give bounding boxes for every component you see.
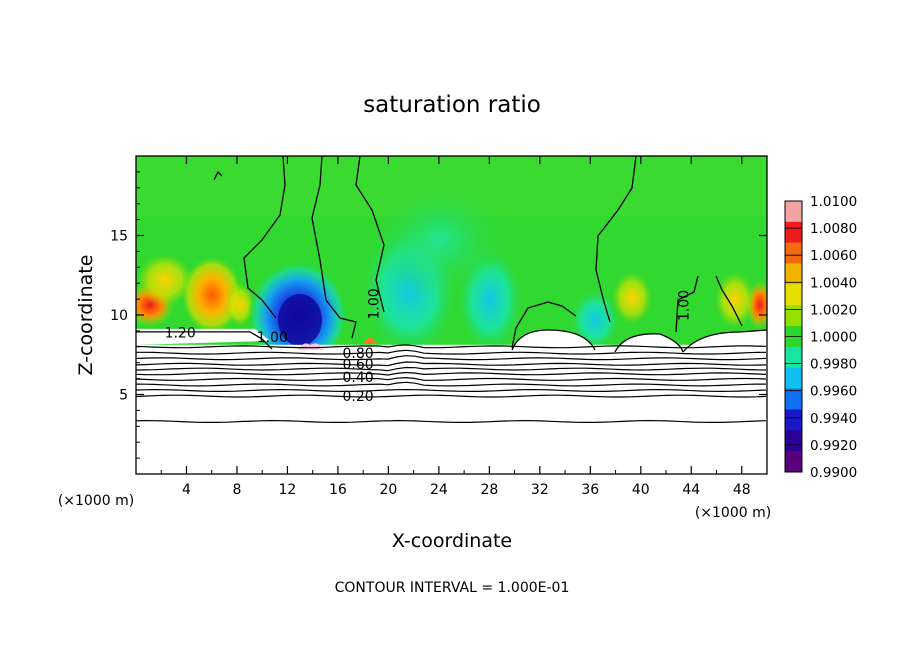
contour-line: [136, 371, 767, 376]
x-unit-label-left: (×1000 m): [58, 493, 134, 509]
contour-line-1-00: [213, 170, 223, 181]
x-tick-label: 16: [329, 482, 347, 498]
colorbar-swatch: [785, 430, 802, 452]
colorbar-swatch: [785, 263, 802, 285]
contour-label: 0.80: [343, 346, 374, 362]
colorbar-label: 1.0000: [810, 330, 857, 346]
x-tick-label: 36: [581, 482, 599, 498]
colorbar-label: 1.0060: [810, 248, 857, 264]
contour-line: [136, 349, 767, 355]
x-axis-label: X-coordinate: [392, 530, 512, 552]
contour-line-1-00: [311, 156, 357, 339]
contour-line-cloud-left: [136, 331, 273, 350]
contour-label: 0.60: [343, 357, 374, 373]
colorbar-swatch: [785, 409, 802, 431]
colorbar-label: 0.9900: [810, 465, 857, 481]
contour-line-1-00: [715, 275, 743, 327]
x-tick-label: 44: [682, 482, 700, 498]
yellow-anomaly-x40: [612, 272, 652, 324]
contour-line: [136, 394, 767, 398]
yellow-anomaly-x9: [226, 283, 254, 327]
x-tick-label: 24: [430, 482, 448, 498]
colorbar-label: 0.9960: [810, 384, 857, 400]
y-tick-label: 15: [110, 229, 128, 245]
contour-label: 1.00: [366, 288, 382, 319]
colorbar-swatch: [785, 451, 802, 473]
colorbar-label: 0.9920: [810, 438, 857, 454]
heatmap-field: [136, 156, 767, 474]
white-cloud-left: [136, 328, 270, 345]
colorbar-swatch: [785, 305, 802, 327]
contour-line-cloud-x32: [511, 329, 596, 351]
x-tick-label: 40: [632, 482, 650, 498]
colorbar-swatch: [785, 201, 802, 223]
teal-anomaly-x26: [370, 180, 510, 300]
colorbar-swatch: [785, 284, 802, 306]
x-tick-label: 28: [480, 482, 498, 498]
colorbar-label: 1.0080: [810, 221, 857, 237]
x-tick-label: 8: [232, 482, 241, 498]
y-tick-label: 5: [119, 388, 128, 404]
chart-title: saturation ratio: [363, 92, 541, 118]
cyan-anomaly-x36: [569, 288, 621, 352]
white-cloud-x32: [512, 330, 595, 350]
contour-line: [136, 376, 767, 381]
contour-line: [136, 355, 767, 361]
colorbar-label: 1.0040: [810, 275, 857, 291]
colorbar-label: 0.9940: [810, 411, 857, 427]
pink-spot-x13: [298, 343, 324, 350]
subsaturated-layer: [136, 344, 767, 474]
contour-interval-note: CONTOUR INTERVAL = 1.000E-01: [335, 580, 570, 596]
plot-area: 1.20 1.00 1.00 1.00 0.800.600.40 0.20: [135, 155, 768, 475]
contour-line: [136, 388, 767, 393]
core-anomaly-x13: [278, 294, 322, 346]
colorbar-label: 0.9980: [810, 357, 857, 373]
colorbar-swatch: [785, 388, 802, 410]
x-tick-label: 48: [733, 482, 751, 498]
colorbar-swatch: [785, 242, 802, 265]
contour-label: 1.00: [677, 290, 693, 321]
contour-line-1-00: [595, 156, 637, 323]
contour-line: [136, 419, 767, 423]
contour-line: [136, 361, 767, 367]
y-axis-label: Z-coordinate: [75, 255, 97, 376]
contour-line: [136, 344, 767, 349]
colorbar-swatch: [785, 367, 802, 390]
contour-line-cloud-right: [614, 329, 767, 353]
contour-line-1-00: [355, 156, 385, 313]
x-tick-label: 12: [279, 482, 297, 498]
yellow-anomaly-x47: [715, 272, 755, 328]
colorbar-swatch: [785, 221, 802, 244]
contour-line-1-00: [511, 301, 577, 349]
contour-label: 0.40: [343, 370, 374, 386]
x-tick-label: 20: [379, 482, 397, 498]
colorbar-label: 1.0100: [810, 194, 857, 210]
x-unit-label-right: (×1000 m): [695, 505, 771, 521]
contour-line: [136, 366, 767, 372]
contour-line-1-00: [243, 156, 286, 319]
contour-line-1-00: [675, 275, 699, 333]
orange-spot-x18: [364, 337, 376, 343]
warm-anomaly-x6: [182, 257, 242, 333]
x-tick-label: 32: [531, 482, 549, 498]
x-tick-label: 4: [182, 482, 191, 498]
yellow-anomaly-x2: [137, 254, 193, 306]
contour-label: 1.00: [257, 330, 288, 346]
contour-line: [136, 381, 766, 387]
y-tick-label: 10: [110, 308, 128, 324]
contour-label: 0.20: [343, 389, 374, 405]
contour-label: 1.20: [165, 325, 196, 341]
colorbar-label: 1.0020: [810, 302, 857, 318]
colorbar: 1.0100 1.0080 1.0060 1.0040 1.0020 1.0000 0.99…: [784, 194, 857, 481]
colorbar-swatch: [785, 346, 802, 369]
